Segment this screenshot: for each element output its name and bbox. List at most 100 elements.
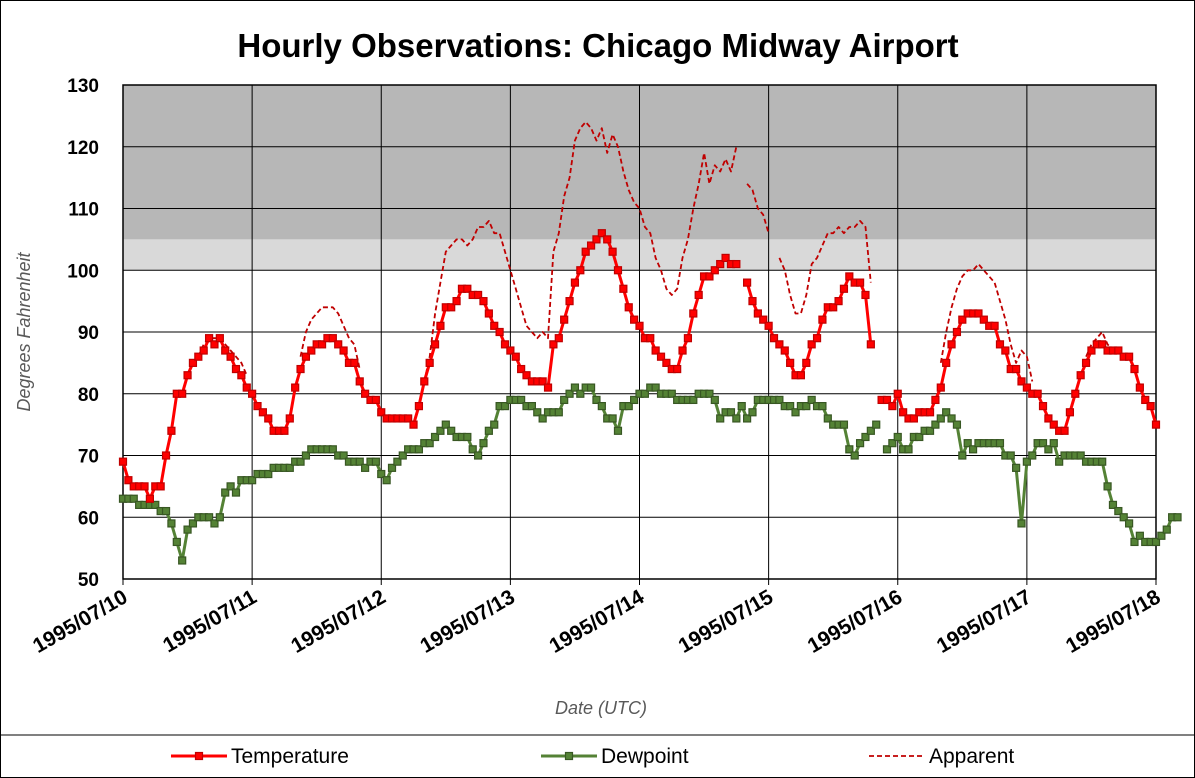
dewpoint-point: [151, 500, 160, 509]
temperature-point: [839, 284, 849, 293]
dewpoint-point: [382, 476, 391, 485]
temperature-point: [716, 259, 725, 269]
temperature-point: [613, 266, 623, 275]
dewpoint-point: [576, 389, 585, 398]
dewpoint-point: [328, 445, 337, 454]
dewpoint-point: [640, 389, 649, 398]
temperature-point: [339, 346, 348, 355]
dewpoint-point: [931, 420, 940, 429]
dewpoint-point: [1028, 451, 1037, 460]
temperature-point: [710, 266, 719, 275]
apparent-line: [423, 121, 738, 382]
temperature-point: [517, 364, 526, 374]
temperature-point: [1146, 402, 1155, 411]
dewpoint-point: [866, 426, 875, 435]
temperature-point: [1071, 389, 1080, 398]
temperature-point: [226, 352, 235, 361]
dewpoint-point: [823, 414, 832, 423]
legend-label-apparent: Apparent: [929, 745, 1014, 768]
dewpoint-point: [355, 457, 364, 466]
temperature-point: [942, 358, 951, 367]
temperature-point: [452, 297, 461, 306]
temperature-point: [414, 402, 424, 411]
temperature-point: [500, 340, 510, 349]
y-tick-label: 120: [67, 138, 99, 159]
dewpoint-point: [479, 439, 488, 448]
temperature-point: [183, 371, 192, 380]
dewpoint-point: [963, 439, 972, 448]
dewpoint-point: [855, 439, 865, 448]
dewpoint-point: [925, 426, 935, 435]
temperature-point: [1049, 420, 1058, 429]
temperature-point: [334, 340, 343, 349]
dewpoint-point: [732, 414, 741, 423]
dewpoint-point: [995, 439, 1005, 448]
dewpoint-point: [533, 408, 542, 417]
temperature-point: [689, 309, 698, 318]
temperature-point: [1038, 402, 1048, 411]
dewpoint-point: [1103, 482, 1112, 491]
x-tick-label: 1995/07/18: [1062, 585, 1165, 658]
dewpoint-point: [167, 519, 176, 528]
temperature-point: [145, 494, 155, 503]
legend-label-temperature: Temperature: [231, 745, 349, 768]
temperature-point: [248, 389, 257, 398]
temperature-point: [769, 334, 779, 343]
temperature-point: [694, 290, 703, 300]
gridlines: [122, 84, 1157, 580]
dewpoint-point: [226, 482, 235, 491]
temperature-point: [1087, 346, 1096, 355]
dewpoint-point: [221, 488, 230, 497]
x-axis: 1995/07/10 1995/07/11 1995/07/12 1995/07/13…: [29, 579, 1165, 658]
temperature-point: [404, 414, 413, 423]
legend-marker-temperature: [194, 751, 204, 761]
dewpoint-point: [726, 408, 736, 417]
dewpoint-point: [1038, 439, 1048, 448]
y-tick-label: 130: [67, 76, 99, 97]
temperature-point: [958, 315, 967, 324]
temperature-point: [317, 340, 327, 349]
dewpoint-point: [942, 408, 951, 417]
temperature-point: [167, 426, 176, 435]
dewpoint-point: [296, 457, 305, 466]
temperature-point: [301, 352, 311, 361]
x-tick-label: 1995/07/17: [933, 585, 1036, 657]
dewpoint-point: [597, 402, 606, 411]
x-tick-label: 1995/07/11: [159, 585, 261, 657]
temperature-point: [812, 334, 822, 343]
temperature-point: [420, 377, 429, 386]
dewpoint-point: [129, 494, 138, 503]
dewpoint-point: [1130, 537, 1139, 547]
temperature-point: [893, 389, 902, 398]
temperature-point: [683, 334, 693, 343]
dewpoint-point: [1135, 531, 1144, 540]
temperature-point: [979, 315, 988, 324]
dewpoint-point: [204, 513, 214, 522]
temperature-point: [204, 334, 214, 343]
temperature-point: [543, 383, 553, 392]
temperature-point: [775, 340, 784, 349]
dewpoint-point: [791, 408, 800, 417]
dewpoint-point: [1124, 519, 1134, 528]
dewpoint-point: [183, 525, 192, 534]
dewpoint-point: [387, 463, 397, 472]
dewpoint-point: [430, 432, 440, 442]
temperature-point: [124, 476, 133, 485]
temperature-point: [371, 395, 380, 405]
y-axis: 50 60 70 80 90 100 110 120 130: [67, 76, 99, 591]
dewpoint-point: [1006, 451, 1015, 460]
temperature-point: [253, 402, 262, 411]
dewpoint-point: [893, 432, 902, 442]
dewpoint-point: [517, 395, 526, 405]
dewpoint-point: [377, 469, 386, 479]
temperature-point: [549, 340, 558, 349]
dewpoint-point: [952, 420, 962, 429]
dewpoint-point: [393, 457, 402, 466]
temperature-point: [484, 309, 493, 318]
dewpoint-point: [1017, 519, 1026, 528]
legend: Temperature Dewpoint Apparent: [171, 745, 1014, 768]
dewpoint-point: [839, 420, 849, 429]
dewpoint-point: [1114, 506, 1123, 516]
temperature-point: [118, 457, 128, 466]
dewpoint-point: [231, 488, 241, 497]
